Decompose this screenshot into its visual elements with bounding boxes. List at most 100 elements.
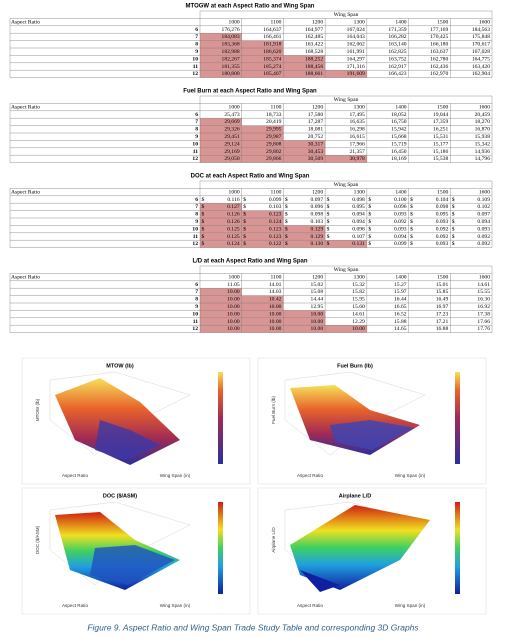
table-cell: 16,251 [433,127,449,133]
table-cell: 0.094 [477,219,490,225]
table-cell: 0.123 [269,212,282,218]
table-cell: 16.65 [394,304,407,310]
column-header: 1200 [312,189,323,195]
table-cell: 17,580 [308,112,324,118]
table-cell: 0.092 [394,219,407,225]
row-label: 10 [192,226,198,232]
currency-symbol: $ [452,196,455,203]
row-label: 12 [192,241,198,247]
table-title: MTOGW at each Aspect Ratio and Wing Span [186,4,315,10]
row-label: 11 [193,64,198,70]
table: L/D at each Aspect Ratio and Wing Span Wi… [9,259,493,333]
table-cell: 15,538 [433,156,449,162]
table-cell: 17.76 [477,326,490,332]
column-header: 1300 [354,274,365,280]
table-cell: 29,987 [266,134,282,140]
column-header: 1500 [437,189,448,195]
table-cell: 170,425 [430,34,448,40]
highlight-cell [241,240,284,248]
table-cell: 10.42 [269,297,282,303]
row-label: 12 [192,156,198,162]
y-label: Wing Span (in) [395,473,426,478]
column-group-header: Wing Span [334,12,359,18]
table-cell: 15.27 [394,282,407,288]
row-label: 12 [192,71,198,77]
table-cell: 29,169 [224,149,240,155]
currency-symbol: $ [202,233,205,240]
table-cell: 10.00 [227,289,240,295]
table-title: L/D at each Aspect Ratio and Wing Span [192,259,307,265]
table-cell: 15.55 [477,289,490,295]
column-header: 1400 [395,274,406,280]
table-cell: 164,043 [347,34,365,40]
table-cell: 14.01 [269,282,282,288]
table-cell: 188,252 [305,56,323,62]
y-label: Wing Span (in) [395,603,426,608]
currency-symbol: $ [327,218,330,225]
table-cell: 185,374 [263,56,281,62]
table-cell: 14,936 [475,149,491,155]
table-cell: 184,563 [472,27,490,33]
colorbar [218,502,223,594]
highlight-cell [200,40,242,48]
currency-symbol: $ [243,211,246,218]
highlight-cell [283,225,326,233]
table-cell: 18,270 [475,119,491,125]
table-cell: 0.124 [227,241,240,247]
table-cell: 10.00 [352,326,365,332]
graph-title: DOC ($/ASM) [103,493,137,499]
column-header: 1100 [270,274,281,280]
table-cell: 15,942 [391,127,407,133]
table-cell: 17.38 [477,311,490,317]
table-cell: 0.122 [269,241,282,247]
table-cell: 176,276 [222,27,240,33]
currency-symbol: $ [368,203,371,210]
column-header: 1000 [229,104,240,110]
table-cell: 14.61 [477,282,490,288]
highlight-cell [200,118,242,126]
currency-symbol: $ [285,225,288,232]
table-cell: 10.00 [227,326,240,332]
table-cell: 20,419 [266,119,282,125]
column-header: 1200 [312,104,323,110]
table-cell: 0.099 [269,197,282,203]
column-group-header: Wing Span [334,182,359,188]
row-label: 12 [192,326,198,332]
colorbar [455,372,460,464]
highlight-cell [283,310,326,318]
currency-symbol: $ [452,233,455,240]
row-label: 9 [195,134,198,140]
table-cell: 17,966 [349,141,365,147]
table-cell: 171,359 [388,27,406,33]
currency-symbol: $ [327,196,330,203]
table-cell: 15.88 [394,319,407,325]
currency-symbol: $ [410,218,413,225]
y-label: Wing Span (in) [160,603,191,608]
highlight-cell [200,140,242,148]
table-cell: 0.123 [269,226,282,232]
table-cell: 16,298 [349,127,365,133]
highlight-cell [200,203,242,211]
highlight-cell [241,133,284,141]
column-header: 1200 [312,274,323,280]
currency-symbol: $ [202,211,205,218]
highlight-cell [200,55,242,63]
table-cell: 16,750 [391,119,407,125]
row-label: 7 [195,289,198,295]
row-header: Aspect Ratio [11,189,40,195]
table-cell: 188,661 [305,71,323,77]
column-header: 1400 [395,19,406,25]
table-cell: 15,938 [475,134,491,140]
table-cell: 15,719 [391,141,407,147]
table-cell: 29,995 [266,127,282,133]
highlight-cell [200,288,242,296]
currency-symbol: $ [368,225,371,232]
table-cell: 0.116 [227,197,240,203]
table-cell: 167,024 [347,27,365,33]
table-cell: 185,407 [263,71,281,77]
table-cell: 15.95 [352,297,365,303]
tables: MTOGW at each Aspect Ratio and Wing Span… [9,4,493,333]
highlight-cell [241,147,284,156]
table-cell: 163,422 [305,42,323,48]
table-cell: 0.094 [352,219,365,225]
